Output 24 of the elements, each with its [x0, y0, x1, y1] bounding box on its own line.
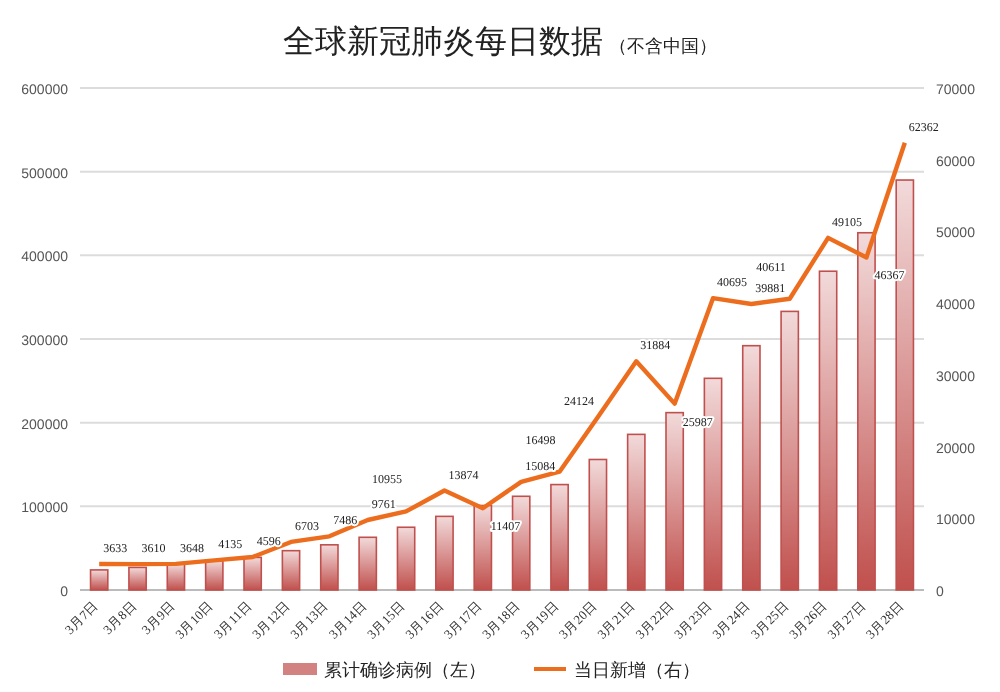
bar: [665, 411, 685, 591]
bar: [358, 536, 378, 591]
bar: [243, 556, 263, 591]
bar: [128, 566, 147, 591]
bar: [396, 526, 416, 591]
bar: [550, 483, 569, 591]
bar: [626, 433, 646, 591]
legend-label: 累计确诊病例（左）: [324, 660, 486, 680]
bar: [780, 310, 800, 591]
bar: [435, 515, 454, 591]
line-series: [96, 140, 908, 567]
bar: [588, 458, 608, 591]
chart-title: 全球新冠肺炎每日数据: [283, 24, 603, 60]
bar: [473, 504, 493, 591]
legend-label: 当日新增（右）: [574, 660, 700, 680]
bar: [319, 544, 339, 591]
bar: [281, 549, 301, 591]
bar: [166, 563, 186, 591]
chart-subtitle: （不含中国）: [609, 36, 717, 56]
bar: [741, 344, 761, 591]
bar: [204, 559, 224, 591]
bar: [818, 270, 838, 591]
bar: [857, 231, 876, 591]
bar: [89, 569, 109, 591]
